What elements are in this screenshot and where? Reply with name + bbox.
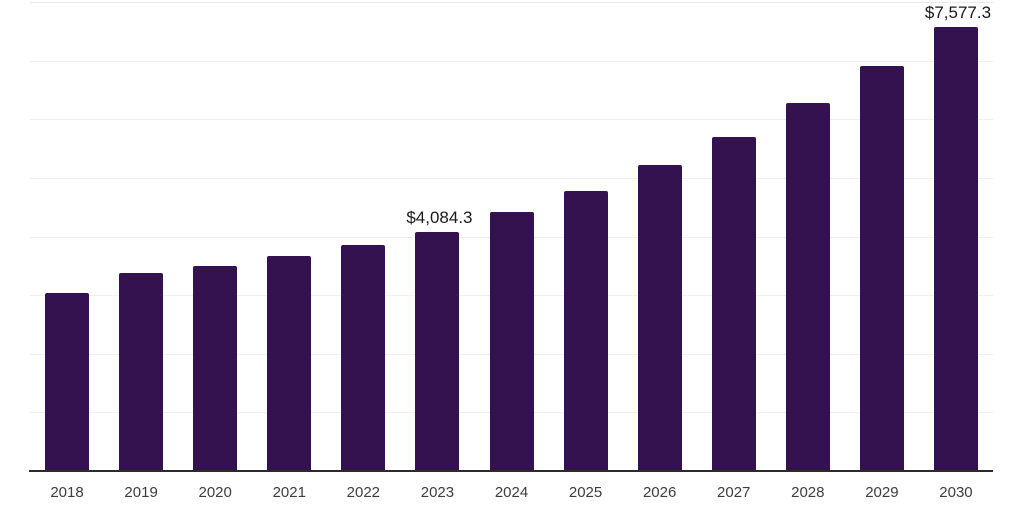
x-tick-label-2028: 2028 <box>791 484 825 501</box>
bar-2030 <box>934 27 978 471</box>
bar-2027 <box>712 137 756 471</box>
bar-2025 <box>564 191 608 471</box>
x-tick-label-2030: 2030 <box>939 484 973 501</box>
gridline-8000 <box>30 2 993 3</box>
bar-2029 <box>860 66 904 471</box>
bar-2020 <box>193 266 237 471</box>
x-tick-label-2026: 2026 <box>642 484 677 501</box>
x-tick-label-2025: 2025 <box>568 484 603 501</box>
bar-2021 <box>267 256 311 471</box>
bar-2024 <box>490 212 534 471</box>
x-tick-label-2021: 2021 <box>272 484 306 501</box>
bar-2022 <box>341 245 385 471</box>
gridline-5000 <box>30 178 993 179</box>
bar-2023 <box>415 232 459 471</box>
x-tick-label-2019: 2019 <box>124 484 158 501</box>
x-tick-label-2023: 2023 <box>420 484 455 501</box>
bar-2019 <box>119 273 163 471</box>
bar-2028 <box>786 103 830 471</box>
value-label-2023: $4,084.3 <box>406 208 473 227</box>
x-tick-label-2018: 2018 <box>50 484 84 501</box>
value-label-2030: $7,577.3 <box>924 3 992 22</box>
gridline-6000 <box>30 119 993 120</box>
x-tick-label-2022: 2022 <box>346 484 381 501</box>
x-axis-line <box>29 470 993 472</box>
x-tick-label-2024: 2024 <box>494 484 529 501</box>
bar-2018 <box>45 293 89 471</box>
x-tick-label-2029: 2029 <box>865 484 899 501</box>
x-tick-label-2020: 2020 <box>198 484 232 501</box>
bar-2026 <box>638 165 682 471</box>
gridline-7000 <box>30 61 993 62</box>
x-tick-label-2027: 2027 <box>717 484 751 501</box>
